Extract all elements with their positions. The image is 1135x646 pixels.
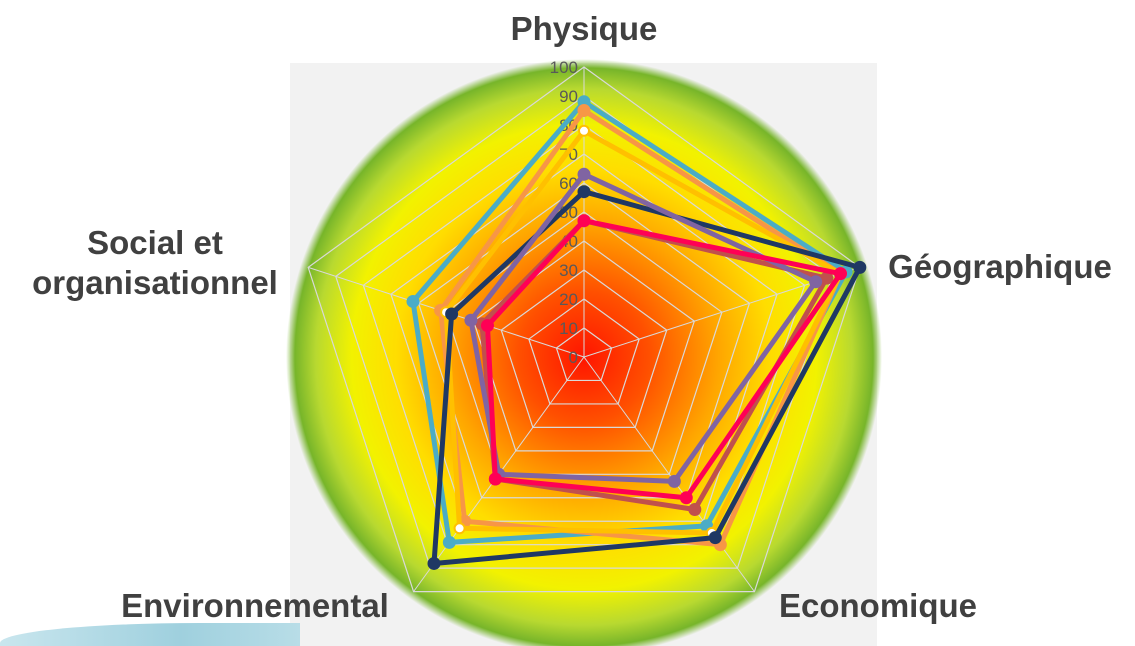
decorative-wave <box>0 623 300 646</box>
data-point <box>833 267 847 281</box>
data-point <box>679 491 693 505</box>
data-point <box>577 214 591 228</box>
tick-label: 20 <box>559 290 578 309</box>
series-line <box>468 171 819 484</box>
radar-series <box>406 95 867 570</box>
data-point <box>820 271 834 285</box>
data-point <box>708 531 722 545</box>
series-group <box>480 214 847 505</box>
data-point <box>577 185 591 199</box>
data-point <box>667 474 681 488</box>
grid-ring <box>555 327 613 382</box>
axis-label: Géographique <box>888 248 1112 285</box>
series-line <box>484 218 843 501</box>
tick-label: 10 <box>559 319 578 338</box>
data-point <box>853 260 867 274</box>
tick-label: 90 <box>559 87 578 106</box>
data-point <box>406 294 420 308</box>
grid-spoke <box>583 356 755 592</box>
data-point <box>488 472 502 486</box>
axis-label: Economique <box>779 587 977 624</box>
data-point <box>688 502 702 516</box>
data-point <box>577 167 591 181</box>
axis-label: Social et organisationnel <box>32 224 278 301</box>
grid-ring <box>472 240 696 452</box>
data-point <box>809 275 823 289</box>
grid-ring <box>390 153 778 522</box>
data-point <box>480 319 494 333</box>
tick-label: 0 <box>569 348 578 367</box>
tick-label: 80 <box>559 116 578 135</box>
grid-ring <box>528 298 640 405</box>
grid-ring <box>417 182 751 499</box>
data-point <box>577 104 591 117</box>
radar-axis-labels: Physique Géographique Economique Environnem… <box>32 10 1112 624</box>
tick-label: 30 <box>559 261 578 280</box>
grid-ring <box>500 269 668 428</box>
data-point <box>464 313 478 327</box>
data-point <box>453 522 466 535</box>
data-point <box>445 307 459 321</box>
tick-label: 100 <box>550 58 578 77</box>
axis-label: Physique <box>511 10 658 47</box>
data-point <box>427 556 441 570</box>
data-point <box>442 535 456 549</box>
axis-label: Environnemental <box>121 587 389 624</box>
series-group <box>427 185 867 570</box>
series-line <box>431 189 863 566</box>
grid-ring <box>307 66 861 593</box>
data-point <box>578 124 590 137</box>
